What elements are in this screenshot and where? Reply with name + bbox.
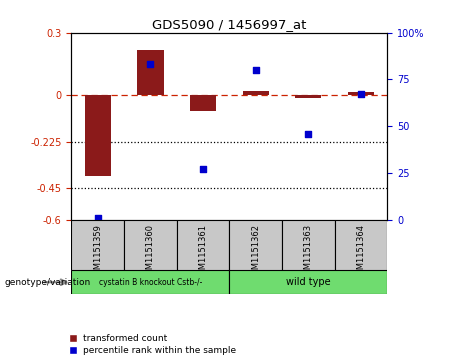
Text: genotype/variation: genotype/variation [5,278,91,287]
Text: GSM1151364: GSM1151364 [356,224,366,280]
Text: GSM1151362: GSM1151362 [251,224,260,280]
Point [305,131,312,136]
Text: GSM1151363: GSM1151363 [304,224,313,280]
Bar [230,270,387,294]
Bar [177,220,230,270]
Bar [295,95,321,98]
Bar [348,92,374,95]
Bar [137,50,164,95]
Point [199,166,207,172]
Bar [190,95,216,111]
Bar [71,220,124,270]
Text: wild type: wild type [286,277,331,287]
Bar [282,220,335,270]
Bar [124,220,177,270]
Text: GSM1151360: GSM1151360 [146,224,155,280]
Point [357,91,365,97]
Bar [71,270,230,294]
Point [147,62,154,68]
Title: GDS5090 / 1456997_at: GDS5090 / 1456997_at [152,19,307,32]
Point [252,67,260,73]
Bar [85,95,111,176]
Bar [230,220,282,270]
Bar [242,91,269,95]
Legend: transformed count, percentile rank within the sample: transformed count, percentile rank withi… [69,334,236,355]
Point [94,215,101,221]
Text: cystatin B knockout Cstb-/-: cystatin B knockout Cstb-/- [99,278,202,287]
Bar [335,220,387,270]
Text: GSM1151361: GSM1151361 [199,224,207,280]
Text: GSM1151359: GSM1151359 [93,224,102,280]
